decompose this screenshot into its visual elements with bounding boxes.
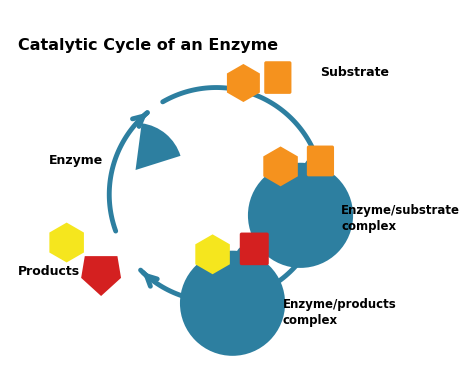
Text: Enzyme/products
complex: Enzyme/products complex [283, 298, 396, 327]
Text: Products: Products [18, 265, 80, 278]
Text: Catalytic Cycle of an Enzyme: Catalytic Cycle of an Enzyme [18, 38, 278, 53]
Polygon shape [49, 222, 84, 263]
Polygon shape [227, 64, 260, 102]
Circle shape [274, 157, 297, 180]
FancyBboxPatch shape [307, 146, 334, 176]
Circle shape [180, 251, 285, 356]
FancyBboxPatch shape [264, 61, 292, 94]
Polygon shape [195, 234, 230, 274]
FancyBboxPatch shape [240, 233, 269, 265]
Polygon shape [81, 256, 121, 296]
Circle shape [304, 157, 327, 180]
Text: Substrate: Substrate [320, 66, 390, 78]
Text: Enzyme: Enzyme [48, 155, 103, 168]
Text: Enzyme/substrate
complex: Enzyme/substrate complex [341, 204, 460, 233]
Circle shape [206, 245, 229, 268]
Wedge shape [136, 123, 181, 170]
Circle shape [248, 163, 353, 268]
Circle shape [236, 245, 259, 268]
Polygon shape [263, 146, 298, 186]
